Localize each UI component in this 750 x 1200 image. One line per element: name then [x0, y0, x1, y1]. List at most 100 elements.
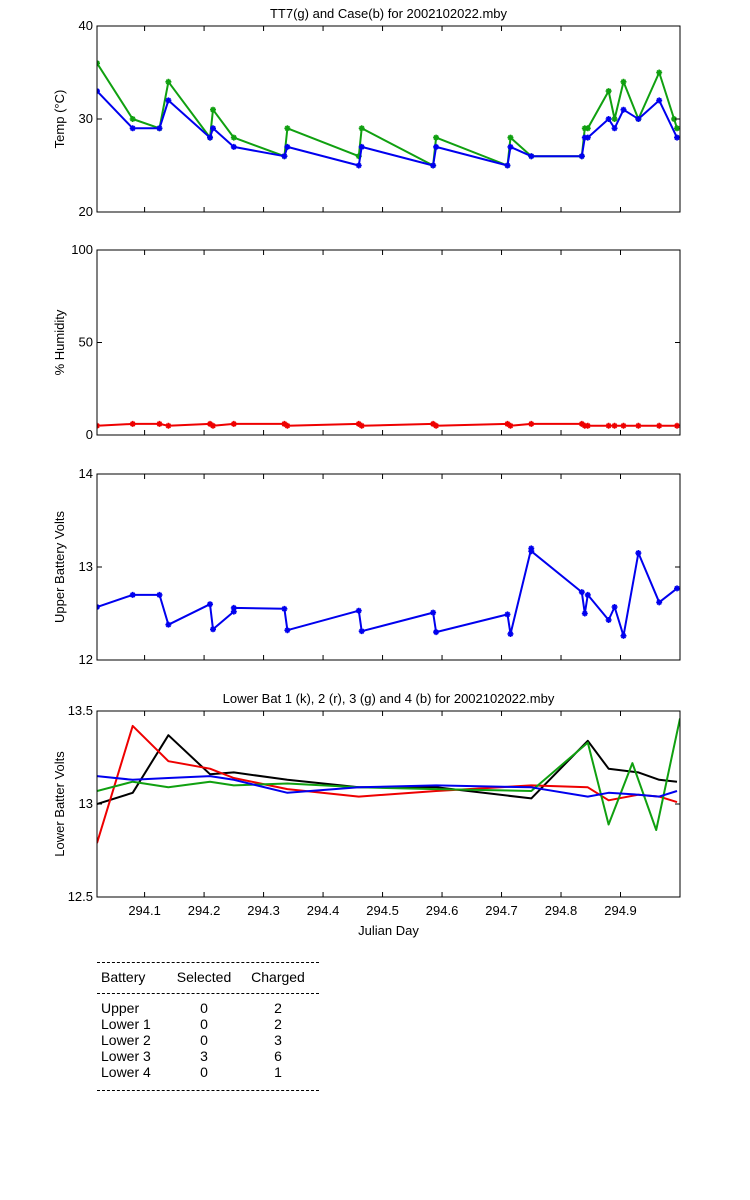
upper-data-point: [605, 617, 612, 624]
table-row: Lower 4 0 1: [97, 1064, 319, 1080]
battery-selected: 0: [200, 1064, 208, 1080]
temp-ytick-label: 30: [79, 111, 93, 126]
upper-data-point: [230, 604, 237, 611]
temp-data-point: [584, 134, 591, 141]
lower-series-lower-2-line: [97, 724, 678, 844]
upper-ytick-label: 13: [79, 559, 93, 574]
temp-data-point: [584, 125, 591, 132]
upper-data-point: [656, 599, 663, 606]
humidity-data-point: [620, 422, 627, 429]
temp-data-point: [284, 125, 291, 132]
temp-ytick-label: 20: [79, 204, 93, 219]
battery-charged: 1: [274, 1064, 282, 1080]
temp-data-point: [605, 116, 612, 122]
table-top-rule: [97, 962, 319, 963]
lower-xtick-label: 294.7: [485, 903, 518, 918]
header-battery: Battery: [101, 969, 146, 985]
battery-selected: 3: [200, 1048, 208, 1064]
upper-data-point: [129, 591, 136, 598]
lower-series-lower-4-line: [97, 775, 678, 798]
temp-data-point: [210, 106, 217, 113]
temp-data-point: [578, 153, 585, 160]
battery-name: Lower 4: [101, 1064, 151, 1080]
humidity-data-point: [284, 422, 291, 429]
upper-data-point: [355, 607, 362, 614]
lower-xtick-label: 294.5: [366, 903, 399, 918]
lower-xtick-label: 294.2: [188, 903, 221, 918]
humidity-data-point: [355, 420, 362, 427]
humidity-data-point: [165, 422, 172, 429]
upper-data-point: [165, 621, 172, 628]
humidity-data-point: [635, 422, 642, 429]
upper-data-point: [230, 608, 237, 615]
upper-ylabel: Upper Battery Volts: [52, 511, 67, 623]
upper-data-point: [210, 626, 217, 633]
humidity-data-point: [611, 422, 618, 429]
humidity-data-point: [578, 420, 585, 427]
table-body: Upper 0 2 Lower 1 0 2 Lower 2 0 3 Lower …: [97, 994, 319, 1090]
upper-data-point: [507, 630, 514, 637]
table-row: Lower 2 0 3: [97, 1032, 319, 1048]
humidity-data-point: [674, 422, 680, 429]
upper-data-point: [207, 601, 214, 608]
temp-data-point: [605, 88, 612, 95]
temp-data-point: [635, 116, 642, 122]
lower-ytick-label: 13.5: [68, 703, 93, 718]
temp-data-point: [674, 125, 680, 132]
temp-data-point: [210, 125, 217, 132]
temp-data-point: [611, 125, 618, 132]
temp-data-point: [284, 143, 291, 150]
figure: 20 30 40 Temp (°C) TT7(g) and Case(b) for 20…: [52, 6, 681, 938]
humidity-data-point: [656, 422, 663, 429]
temp-data-point: [230, 143, 237, 150]
battery-selected: 0: [200, 1032, 208, 1048]
lower-xtick-label: 294.4: [307, 903, 340, 918]
temp-data-point: [156, 125, 163, 132]
battery-charged: 3: [274, 1032, 282, 1048]
humidity-ytick-label: 50: [79, 335, 93, 350]
temp-data-point: [674, 134, 680, 141]
temp-data-point: [504, 162, 511, 169]
battery-selected: 0: [200, 1000, 208, 1016]
temp-ylabel: Temp (°C): [52, 90, 67, 149]
humidity-data-point: [507, 422, 514, 429]
temp-data-point: [129, 125, 136, 132]
upper-data-point: [578, 589, 585, 596]
temp-data-point: [611, 116, 618, 122]
upper-data-point: [156, 591, 163, 598]
lower-series-lower-3-line: [97, 718, 680, 831]
temp-data-point: [358, 125, 365, 132]
temp-data-point: [671, 116, 678, 122]
lower-xtick-label: 294.9: [604, 903, 637, 918]
lower-chart-title: Lower Bat 1 (k), 2 (r), 3 (g) and 4 (b) …: [223, 691, 555, 706]
battery-table: Battery Selected Charged Upper 0 2 Lower…: [97, 962, 319, 1091]
lower-ytick-label: 12.5: [68, 889, 93, 904]
upper-data-point: [584, 591, 591, 598]
upper-data-point: [430, 609, 437, 616]
humidity-data-point: [281, 420, 288, 427]
temp-data-point: [430, 162, 437, 169]
upper-ytick-label: 12: [79, 652, 93, 667]
lower-ylabel: Lower Batter Volts: [52, 751, 67, 857]
humidity-ytick-label: 100: [71, 242, 93, 257]
humidity-data-point: [433, 422, 440, 429]
humidity-data-point: [528, 420, 535, 427]
upper-series-upper-line: [97, 547, 678, 637]
table-row: Upper 0 2: [97, 1000, 319, 1016]
humidity-data-point: [156, 420, 163, 427]
temp-data-point: [358, 143, 365, 150]
table-row: Lower 3 3 6: [97, 1048, 319, 1064]
upper-data-point: [674, 585, 680, 592]
temp-data-point: [281, 153, 288, 160]
lower-xtick-label: 294.6: [426, 903, 459, 918]
temp-data-point: [507, 134, 514, 141]
battery-charged: 2: [274, 1000, 282, 1016]
humidity-data-point: [605, 422, 612, 429]
humidity-data-point: [430, 420, 437, 427]
upper-data-point: [281, 605, 288, 612]
header-charged: Charged: [251, 969, 305, 985]
upper-data-point: [358, 628, 365, 635]
upper-ytick-label: 14: [79, 466, 93, 481]
lower-ytick-label: 13: [79, 796, 93, 811]
temp-data-point: [528, 153, 535, 160]
